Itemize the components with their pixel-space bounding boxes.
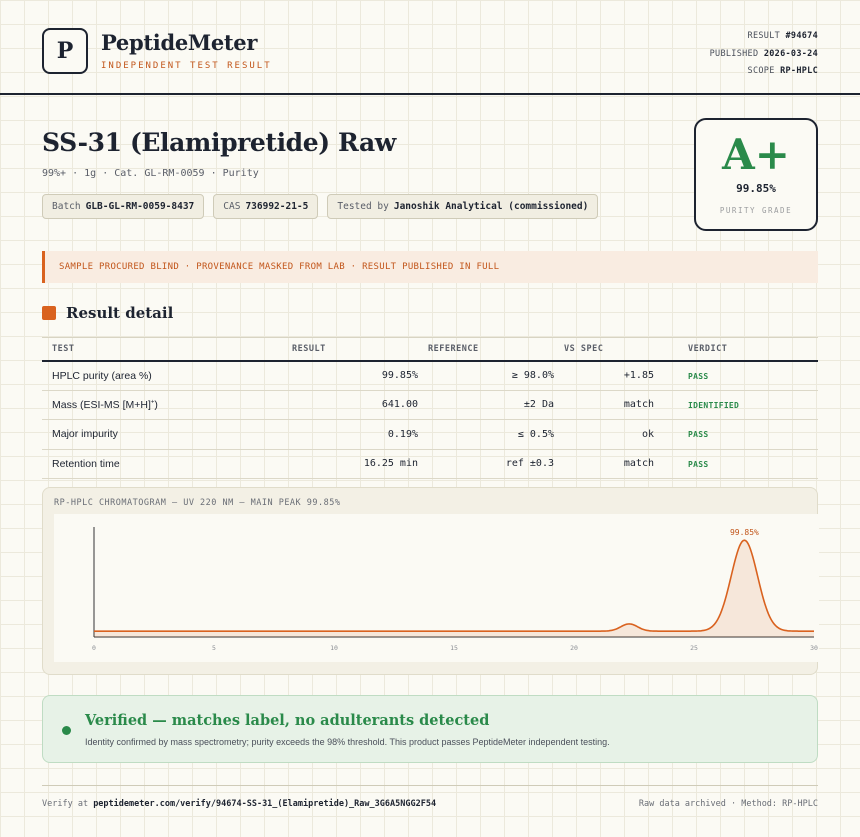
test-reference: ±2 Da: [418, 390, 554, 420]
x-tick-label: 0: [92, 644, 96, 652]
product-chips: Batch GLB-GL-RM-0059-8437 CAS 736992-21-5 …: [42, 194, 599, 219]
test-name-text: Mass (ESI-MS [M+H]: [52, 398, 151, 411]
footer-verify: Verify at peptidemeter.com/verify/94674-…: [42, 799, 436, 809]
test-reference: ≥ 98.0%: [418, 360, 554, 391]
x-tick-label: 15: [450, 644, 458, 652]
verdict-badge: PASS: [688, 430, 709, 440]
test-vs-spec: match: [554, 449, 654, 479]
table-row: Major impurity 0.19% ≤ 0.5% ok PASS: [42, 419, 818, 450]
grade-letter: A+: [722, 130, 790, 179]
product-title: SS-31 (Elamipretide) Raw: [42, 128, 396, 157]
header: P PeptideMeter INDEPENDENT TEST RESULT R…: [0, 0, 860, 95]
chromatogram-chart: 0 5 10 15 20 25 30 99.85%: [54, 514, 819, 662]
chromatogram-area: [94, 540, 814, 637]
brand-name[interactable]: PeptideMeter: [101, 30, 258, 55]
col-verdict: VERDICT: [654, 337, 818, 362]
x-tick-label: 10: [330, 644, 338, 652]
scope-value: RP-HPLC: [780, 66, 818, 76]
table-row: Retention time 16.25 min ref ±0.3 match …: [42, 449, 818, 479]
test-vs-spec: +1.85: [554, 360, 654, 391]
brand-tagline: INDEPENDENT TEST RESULT: [101, 61, 272, 71]
test-name-end: ): [154, 398, 158, 411]
cas-chip: CAS 736992-21-5: [213, 194, 319, 219]
verdict-badge: PASS: [688, 459, 709, 469]
table-row: Mass (ESI-MS [M+H]+) 641.00 ±2 Da match …: [42, 390, 818, 420]
test-vs-spec: ok: [554, 419, 654, 450]
x-tick-label: 30: [810, 644, 818, 652]
result-meta: RESULT #94674 PUBLISHED 2026-03-24 SCOPE…: [710, 28, 818, 81]
col-vs-spec: VS SPEC: [554, 337, 654, 362]
test-name: Major impurity: [42, 419, 282, 450]
result-number: #94674: [785, 31, 818, 41]
test-result: 641.00: [282, 390, 418, 420]
cas-label: CAS: [223, 201, 241, 212]
section-square-icon: [42, 306, 56, 320]
verdict-badge: IDENTIFIED: [688, 400, 740, 410]
section-title: Result detail: [66, 304, 174, 322]
section-header: Result detail: [42, 304, 173, 322]
published-date: 2026-03-24: [763, 48, 818, 59]
test-name: Mass (ESI-MS [M+H]+): [42, 390, 282, 420]
logo[interactable]: P: [42, 28, 88, 74]
chromatogram-trace: [94, 539, 814, 632]
test-result: 16.25 min: [282, 449, 418, 479]
col-result: RESULT: [282, 337, 418, 362]
test-name: HPLC purity (area %): [42, 360, 282, 391]
test-vs-spec: match: [554, 390, 654, 420]
purity-grade-card: A+ 99.85% PURITY GRADE: [694, 118, 818, 231]
peak-annotation: 99.85%: [730, 528, 759, 537]
tested-value: Janoshik Analytical (commissioned): [393, 201, 589, 212]
table-row: HPLC purity (area %) 99.85% ≥ 98.0% +1.8…: [42, 360, 818, 391]
result-table: TEST RESULT REFERENCE VS SPEC VERDICT HP…: [42, 337, 818, 479]
grade-label: PURITY GRADE: [719, 206, 793, 215]
verify-label: Verify at: [42, 799, 89, 809]
provenance-banner: SAMPLE PROCURED BLIND · PROVENANCE MASKE…: [42, 251, 818, 283]
result-label: RESULT: [747, 31, 781, 41]
test-name: Retention time: [42, 449, 282, 479]
product-subtitle: 99%+ · 1g · Cat. GL-RM-0059 · Purity: [42, 168, 259, 179]
test-result: 99.85%: [282, 360, 418, 391]
table-header-row: TEST RESULT REFERENCE VS SPEC VERDICT: [42, 337, 818, 362]
verified-panel: Verified — matches label, no adulterants…: [42, 695, 818, 763]
verified-subtitle: Identity confirmed by mass spectrometry;…: [85, 737, 610, 747]
verdict-badge: PASS: [688, 371, 709, 381]
scope-label: SCOPE: [747, 66, 775, 76]
published-label: PUBLISHED: [709, 48, 759, 59]
test-reference: ≤ 0.5%: [418, 419, 554, 450]
x-tick-label: 20: [570, 644, 578, 652]
x-tick-label: 25: [690, 644, 698, 652]
footer-archive-note: Raw data archived · Method: RP-HPLC: [638, 799, 818, 809]
test-reference: ref ±0.3: [418, 449, 554, 479]
test-name-sup: +: [150, 399, 155, 406]
plot-background: [54, 514, 819, 662]
grade-value: 99.85%: [736, 182, 776, 195]
batch-label: Batch: [52, 201, 81, 212]
footer-divider: [42, 785, 818, 786]
tested-label: Tested by: [337, 201, 389, 212]
chromatogram-card: RP-HPLC CHROMATOGRAM — UV 220 NM — MAIN …: [42, 487, 819, 675]
col-reference: REFERENCE: [418, 337, 554, 362]
cas-value: 736992-21-5: [245, 201, 309, 212]
verified-title: Verified — matches label, no adulterants…: [85, 712, 490, 729]
col-test: TEST: [42, 337, 282, 362]
batch-value: GLB-GL-RM-0059-8437: [85, 201, 195, 212]
tested-by-chip: Tested by Janoshik Analytical (commission…: [327, 194, 599, 219]
verified-dot-icon: [62, 726, 71, 735]
batch-chip: Batch GLB-GL-RM-0059-8437: [42, 194, 205, 219]
chart-title: RP-HPLC CHROMATOGRAM — UV 220 NM — MAIN …: [54, 498, 341, 508]
verify-link[interactable]: peptidemeter.com/verify/94674-SS-31_(Ela…: [93, 799, 437, 809]
x-tick-label: 5: [212, 644, 216, 652]
test-result: 0.19%: [282, 419, 418, 450]
